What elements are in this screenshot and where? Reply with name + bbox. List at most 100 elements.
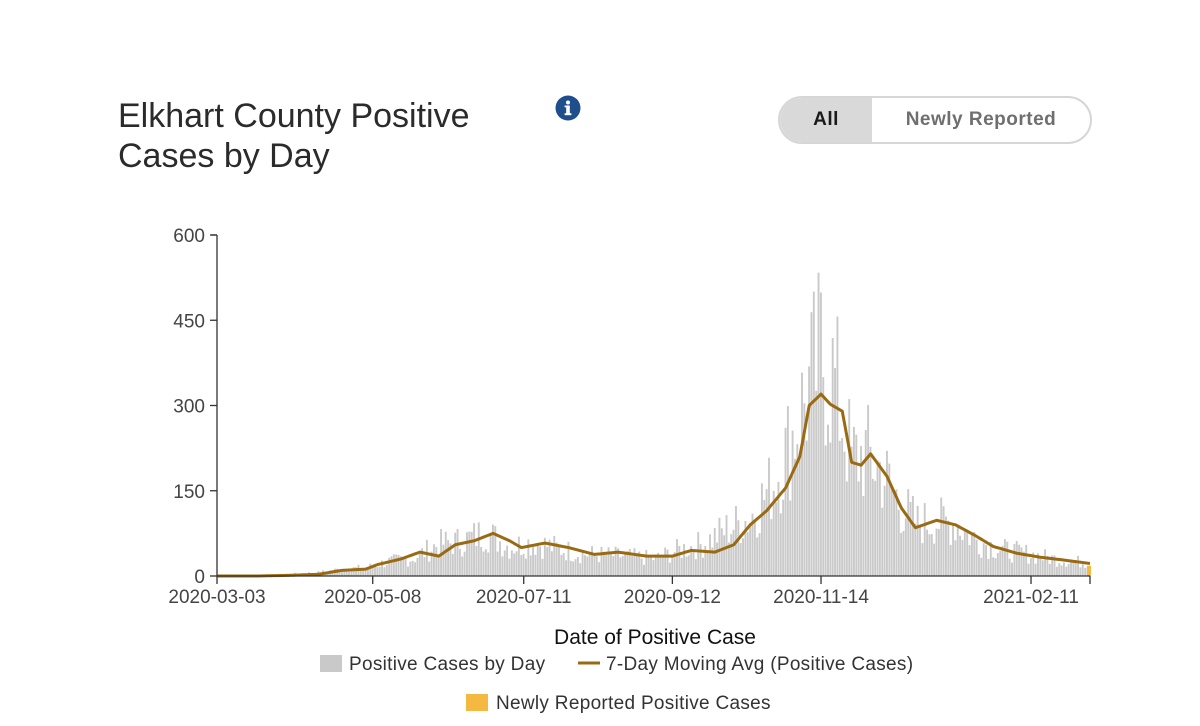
- bar-positive-cases: [1034, 563, 1037, 576]
- bar-positive-cases: [911, 495, 914, 576]
- bar-positive-cases: [668, 562, 671, 576]
- bar-positive-cases: [1029, 558, 1032, 576]
- bar-positive-cases: [996, 553, 999, 576]
- bar-positive-cases: [515, 551, 518, 576]
- bar-positive-cases: [947, 520, 950, 576]
- bar-positive-cases: [775, 502, 778, 576]
- bar-positive-cases: [645, 549, 648, 576]
- y-tick-label: 600: [173, 226, 205, 247]
- bar-positive-cases: [536, 544, 539, 576]
- bar-positive-cases: [484, 549, 487, 576]
- bar-positive-cases: [1072, 560, 1075, 576]
- bar-positive-cases: [709, 534, 711, 576]
- bar-positive-cases: [440, 528, 442, 576]
- bar-positive-cases: [555, 542, 558, 576]
- bar-positive-cases: [331, 570, 334, 576]
- bar-positive-cases: [871, 478, 874, 576]
- bar-positive-cases: [673, 552, 676, 576]
- bar-positive-cases: [1004, 539, 1006, 576]
- toggle-all-button[interactable]: All: [780, 98, 872, 142]
- bar-positive-cases: [680, 557, 683, 576]
- bar-positive-cases: [477, 522, 480, 576]
- bar-positive-cases: [1084, 567, 1087, 576]
- toggle-newly-reported-button[interactable]: Newly Reported: [905, 109, 1057, 130]
- bar-positive-cases: [900, 532, 903, 576]
- bar-positive-cases: [683, 544, 685, 576]
- bar-positive-cases: [886, 450, 888, 576]
- bar-positive-cases: [869, 446, 872, 576]
- bar-positive-cases: [574, 559, 577, 576]
- bar-positive-cases: [543, 537, 546, 576]
- bar-positive-cases: [491, 524, 494, 576]
- bar-positive-cases: [546, 547, 549, 576]
- bar-positive-cases: [454, 532, 457, 576]
- bar-positive-cases: [701, 557, 704, 576]
- bar-positive-cases: [678, 545, 681, 576]
- bar-positive-cases: [383, 567, 386, 576]
- bar-positive-cases: [841, 438, 844, 576]
- bar-positive-cases: [928, 534, 931, 576]
- bar-positive-cases: [428, 561, 431, 576]
- bar-positive-cases: [619, 557, 622, 576]
- bar-positive-cases: [562, 553, 565, 576]
- bar-positive-cases: [843, 451, 846, 576]
- view-toggle[interactable]: All Newly Reported: [778, 96, 1092, 144]
- bar-positive-cases: [650, 555, 652, 576]
- bar-positive-cases: [364, 567, 367, 576]
- bar-newly-reported: [1087, 565, 1091, 576]
- bar-positive-cases: [338, 571, 341, 576]
- bar-positive-cases: [378, 566, 381, 576]
- bar-positive-cases: [772, 491, 775, 576]
- bar-positive-cases: [963, 529, 966, 576]
- bar-positive-cases: [565, 560, 568, 576]
- bar-positive-cases: [541, 558, 544, 576]
- bar-positive-cases: [723, 535, 726, 576]
- bar-positive-cases: [798, 455, 801, 576]
- bar-positive-cases: [959, 535, 962, 576]
- bar-positive-cases: [940, 497, 943, 576]
- bar-positive-cases: [586, 556, 589, 576]
- bar-positive-cases: [607, 547, 610, 576]
- bar-positive-cases: [468, 531, 471, 576]
- bar-positive-cases: [730, 534, 733, 576]
- bar-positive-cases: [926, 529, 929, 576]
- bar-positive-cases: [635, 554, 638, 576]
- bar-positive-cases: [992, 557, 995, 576]
- bar-positive-cases: [862, 496, 865, 576]
- x-axis-title: Date of Positive Case: [554, 626, 756, 649]
- legend-swatch-positive-cases: [320, 655, 342, 672]
- bar-positive-cases: [447, 540, 450, 576]
- bar-positive-cases: [945, 516, 947, 576]
- bar-positive-cases: [609, 551, 612, 576]
- bar-positive-cases: [494, 526, 497, 576]
- x-tick-label: 2020-09-12: [624, 587, 721, 608]
- bar-positive-cases: [506, 545, 509, 576]
- bar-positive-cases: [437, 556, 440, 576]
- bar-positive-cases: [716, 542, 719, 576]
- bar-positive-cases: [517, 536, 520, 576]
- bar-positive-cases: [598, 562, 601, 576]
- bar-positive-cases: [697, 531, 700, 576]
- bar-positive-cases: [1046, 555, 1049, 576]
- bar-positive-cases: [449, 543, 452, 576]
- bar-positive-cases: [558, 545, 560, 576]
- bar-positive-cases: [888, 463, 891, 576]
- bar-positive-cases: [395, 554, 398, 576]
- bar-positive-cases: [376, 567, 379, 576]
- bar-positive-cases: [921, 543, 924, 576]
- bar-positive-cases: [994, 558, 997, 576]
- y-tick-label: 300: [173, 397, 205, 418]
- bar-positive-cases: [638, 551, 641, 576]
- bar-positive-cases: [374, 565, 376, 576]
- info-circle-icon[interactable]: [555, 95, 581, 121]
- bar-positive-cases: [548, 539, 551, 576]
- bar-positive-cases: [824, 445, 827, 576]
- bar-positive-cases: [704, 545, 707, 576]
- bar-positive-cases: [897, 509, 900, 576]
- bar-positive-cases: [902, 530, 905, 576]
- bar-positive-cases: [359, 569, 362, 576]
- bar-positive-cases: [487, 552, 490, 576]
- bar-positive-cases: [739, 543, 742, 576]
- bar-positive-cases: [1020, 547, 1023, 576]
- bar-positive-cases: [539, 546, 542, 576]
